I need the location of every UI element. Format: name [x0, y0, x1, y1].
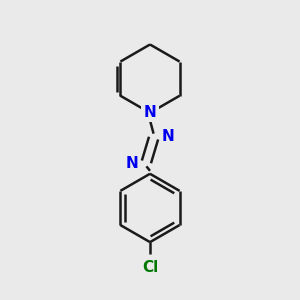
Text: N: N: [144, 105, 156, 120]
Text: Cl: Cl: [142, 260, 158, 275]
Text: N: N: [125, 156, 138, 171]
Text: N: N: [162, 129, 175, 144]
